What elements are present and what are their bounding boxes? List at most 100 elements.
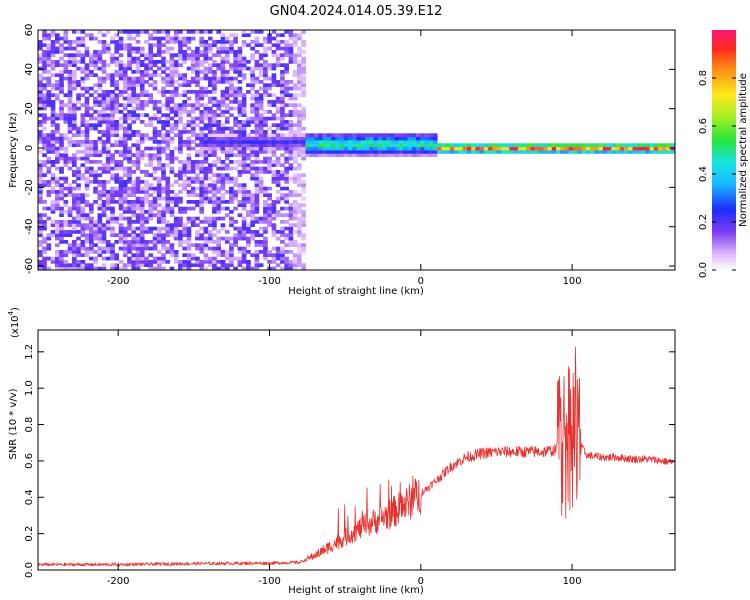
spectrogram-cell: [212, 73, 217, 78]
spectrogram-cell: [229, 176, 234, 181]
spectrogram-cell: [84, 136, 90, 141]
spectrogram-cell: [178, 206, 183, 211]
spectrogram-cell: [55, 50, 60, 54]
spectrogram-cell: [42, 120, 47, 124]
spectrogram-cell: [84, 63, 90, 68]
spectrogram-cell: [139, 140, 145, 144]
spectrogram-cell: [110, 166, 115, 171]
spectrogram-cell: [161, 90, 166, 94]
spectrogram-cell: [267, 250, 272, 254]
spectrogram-cell: [195, 83, 200, 88]
spectrogram-cell: [178, 196, 183, 201]
spectrogram-cell: [144, 70, 149, 74]
spectrogram-cell: [280, 136, 285, 141]
spectrogram-cell: [577, 150, 582, 154]
spectrogram-cell: [173, 123, 179, 128]
spectrogram-cell: [186, 233, 192, 238]
spectrogram-cell: [229, 63, 234, 68]
spectrogram-cell: [195, 230, 200, 234]
spectrogram-cell: [173, 126, 179, 131]
spectrogram-cell: [59, 56, 64, 61]
spectrogram-cell: [50, 146, 56, 151]
spectrogram-cell: [156, 183, 162, 188]
spectrogram-cell: [275, 173, 281, 178]
spectrogram-cell: [207, 100, 213, 104]
spectrogram-cell: [118, 186, 124, 191]
spectrogram-cell: [67, 120, 73, 124]
spectrogram-cell: [135, 253, 141, 258]
spectrogram-cell: [275, 83, 281, 88]
spectrogram-cell: [156, 60, 162, 64]
spectrogram-cell: [93, 256, 98, 261]
spectrogram-cell: [131, 213, 137, 218]
colorbar-tick-label: 0.2: [698, 214, 709, 230]
spectrogram-cell: [89, 126, 94, 131]
spectrogram-cell: [195, 163, 200, 168]
spectrogram-cell: [301, 190, 306, 194]
spectrogram-cell: [254, 233, 260, 238]
spectrogram-cell: [241, 190, 247, 194]
spectrogram-cell: [122, 206, 128, 211]
spectrogram-cell: [84, 103, 90, 108]
spectrogram-cell: [38, 90, 43, 94]
spectrogram-cell: [365, 146, 370, 151]
spectrogram-cell: [382, 140, 387, 144]
spectrogram-cell: [169, 183, 175, 188]
spectrogram-cell: [220, 146, 226, 151]
spectrogram-cell: [224, 50, 230, 54]
spectrogram-cell: [297, 243, 302, 248]
spectrogram-cell: [131, 266, 137, 270]
spectrogram-cell: [428, 150, 434, 154]
spectrogram-cell: [122, 216, 128, 221]
spectrogram-cell: [152, 116, 158, 121]
spectrogram-cell: [280, 170, 285, 174]
spectrogram-cell: [416, 136, 421, 141]
spectrogram-cell: [369, 153, 374, 158]
spectrogram-cell: [110, 173, 115, 178]
spectrogram-cell: [127, 156, 132, 161]
spectrogram-cell: [203, 260, 209, 264]
spectrogram-cell: [280, 220, 285, 224]
spectrogram-cell: [212, 246, 217, 251]
spectrogram-cell: [156, 43, 162, 48]
spectrogram-cell: [101, 183, 107, 188]
spectrogram-cell: [292, 130, 298, 134]
spectrogram-cell: [165, 183, 171, 188]
spectrogram-cell: [348, 133, 353, 138]
spectrogram-cell: [288, 143, 294, 148]
spectrogram-cell: [55, 113, 60, 118]
spectrogram-cell: [207, 50, 213, 54]
spectrogram-cell: [135, 240, 141, 244]
spectrogram-cell: [220, 183, 226, 188]
spectrogram-cell: [216, 246, 222, 251]
spectrogram-cell: [195, 263, 200, 268]
spectrogram-cell: [301, 173, 306, 178]
spectrogram-cell: [275, 140, 281, 144]
spectrogram-y-axis-label: Frequency (Hz): [8, 112, 19, 188]
spectrogram-cell: [297, 86, 302, 91]
spectrogram-cell: [89, 123, 94, 128]
spectrogram-cell: [212, 250, 217, 254]
spectrogram-cell: [233, 106, 238, 111]
spectrogram-cell: [229, 146, 234, 151]
spectrogram-cell: [267, 150, 272, 154]
spectrogram-cell: [67, 213, 73, 218]
spectrogram-cell: [144, 220, 149, 224]
spectrogram-cell: [263, 250, 268, 254]
spectrogram-cell: [220, 186, 226, 191]
snr-x-tick-label: 0: [418, 576, 424, 587]
spectrogram-cell: [186, 110, 192, 114]
spectrogram-cell: [250, 160, 255, 164]
spectrogram-cell: [165, 106, 171, 111]
spectrogram-cell: [658, 146, 663, 151]
spectrogram-cell: [169, 196, 175, 201]
spectrogram-cell: [280, 250, 285, 254]
spectrogram-cell: [84, 146, 90, 151]
spectrogram-cell: [237, 70, 243, 74]
spectrogram-cell: [195, 63, 200, 68]
spectrogram-cell: [156, 186, 162, 191]
spectrogram-cell: [178, 183, 183, 188]
spectrogram-cell: [343, 133, 349, 138]
spectrogram-cell: [258, 150, 264, 154]
spectrogram-cell: [173, 80, 179, 84]
